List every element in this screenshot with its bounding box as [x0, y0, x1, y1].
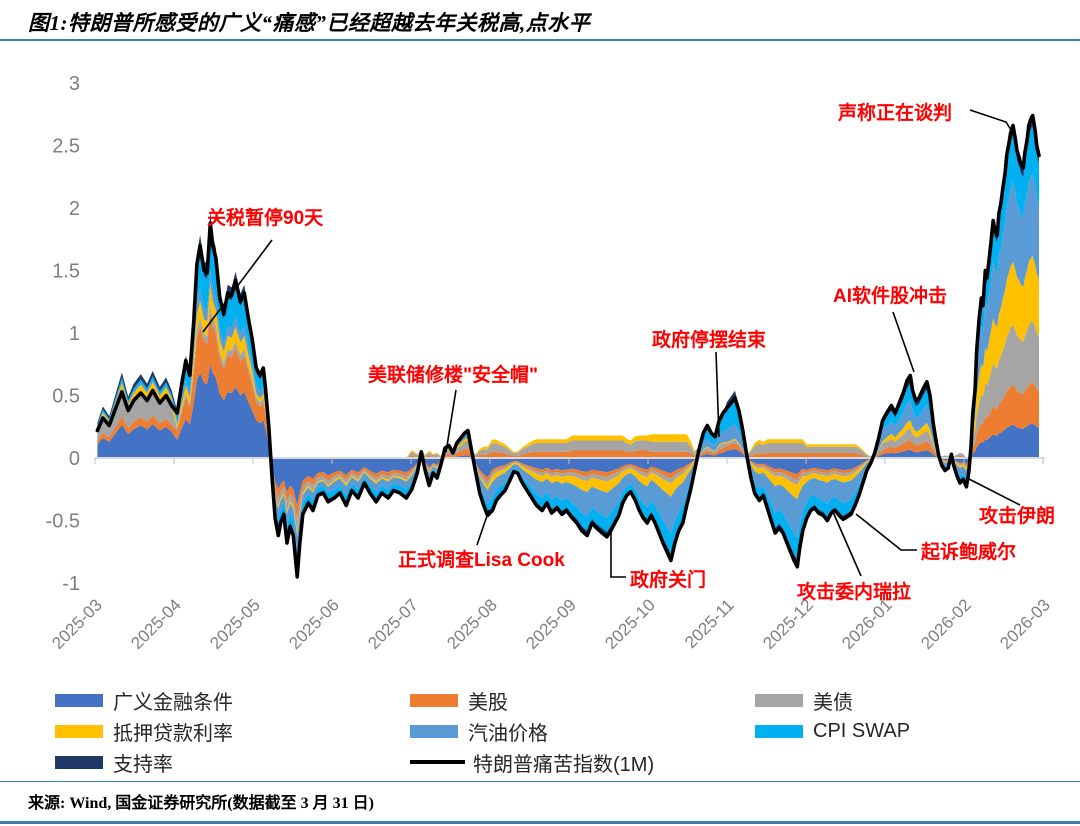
page-title: 图1:特朗普所感受的广义“痛感”已经超越去年关税高,点水平 — [28, 11, 591, 35]
legend-swatch-pain-index-line — [410, 760, 465, 764]
legend-item: 美债 — [755, 691, 853, 714]
y-axis-label: 1 — [69, 323, 80, 345]
annotation-label: 攻击委内瑞拉 — [797, 580, 911, 603]
title-divider — [0, 39, 1080, 41]
x-axis-label: 2026-02 — [917, 595, 975, 653]
x-axis-label: 2025-05 — [206, 595, 264, 653]
y-axis-label: -1 — [62, 573, 80, 595]
legend-swatch-mortgage — [55, 724, 103, 738]
annotation-connector — [476, 509, 490, 546]
x-axis-label: 2025-06 — [285, 595, 343, 653]
annotation-label: 攻击伊朗 — [979, 504, 1055, 527]
area-finblue-pos — [97, 364, 1039, 458]
source-divider-bottom — [0, 821, 1080, 824]
x-axis-label: 2026-03 — [996, 595, 1054, 653]
pain-index-line — [95, 113, 1041, 579]
legend-item: 特朗普痛苦指数(1M) — [410, 753, 654, 776]
y-axis-label: 0.5 — [52, 386, 80, 408]
y-axis-label: 2.5 — [52, 136, 80, 158]
legend-swatch-approval — [55, 755, 103, 769]
x-axis-label: 2025-04 — [127, 595, 185, 653]
x-axis-label: 2025-08 — [443, 595, 501, 653]
legend-item: 支持率 — [55, 753, 173, 776]
legend-swatch-bonds — [755, 693, 803, 707]
area-finblue-neg — [97, 458, 1039, 506]
chart-legend: 广义金融条件 美股 美债 抵押贷款利率 汽油价格 CPI SWAP 支持率 特 — [0, 682, 1080, 777]
annotation-label: 关税暂停90天 — [207, 206, 324, 229]
y-axis-label: 1.5 — [52, 261, 80, 283]
y-axis-label: 2 — [69, 198, 80, 220]
legend-swatch-finblue — [55, 693, 103, 707]
annotation-label: 美联储修楼"安全帽" — [368, 363, 538, 386]
annotation-connector — [445, 389, 457, 453]
x-axis-label: 2025-10 — [601, 595, 659, 653]
annotation-connector — [892, 311, 915, 373]
y-axis-label: 0 — [69, 448, 80, 470]
annotation-connector — [969, 109, 1014, 134]
area-bonds-neg — [97, 458, 1039, 532]
legend-item: 广义金融条件 — [55, 691, 233, 714]
annotation-connector — [715, 351, 720, 438]
y-axis-label: 3 — [69, 73, 80, 95]
annotation-label: 起诉鲍威尔 — [920, 540, 1016, 563]
y-axis-label: -0.5 — [46, 511, 80, 533]
x-axis-label: 2025-07 — [364, 595, 422, 653]
annotation-label: 声称正在谈判 — [837, 101, 952, 124]
x-axis-label: 2025-12 — [759, 595, 817, 653]
area-stocks-neg — [97, 458, 1039, 520]
legend-item: 抵押贷款利率 — [55, 722, 233, 745]
annotation-connector — [610, 528, 626, 578]
annotation-label: AI软件股冲击 — [833, 284, 947, 307]
annotation-label: 政府关门 — [630, 568, 706, 591]
annotation-connector — [832, 511, 862, 577]
legend-swatch-cpiswap — [755, 724, 803, 738]
annotation-label: 政府停摆结束 — [652, 328, 767, 351]
x-axis-label: 2025-03 — [48, 595, 106, 653]
legend-item: 美股 — [410, 691, 508, 714]
annotation-connector — [966, 477, 1021, 506]
legend-item: 汽油价格 — [410, 722, 548, 745]
source-note: 来源: Wind, 国金证券研究所(数据截至 3 月 31 日) — [28, 795, 374, 812]
annotation-connector — [202, 239, 273, 333]
area-mortgage-neg — [97, 458, 1039, 537]
x-axis-label: 2025-11 — [681, 595, 738, 652]
source-divider-top — [0, 781, 1080, 782]
x-axis-label: 2026-01 — [838, 595, 896, 653]
legend-item: CPI SWAP — [755, 720, 910, 742]
annotation-connector — [855, 513, 917, 551]
x-axis-label: 2025-09 — [522, 595, 580, 653]
legend-swatch-stocks — [410, 693, 458, 707]
annotation-label: 正式调查Lisa Cook — [398, 548, 565, 571]
legend-swatch-gas — [410, 724, 458, 738]
